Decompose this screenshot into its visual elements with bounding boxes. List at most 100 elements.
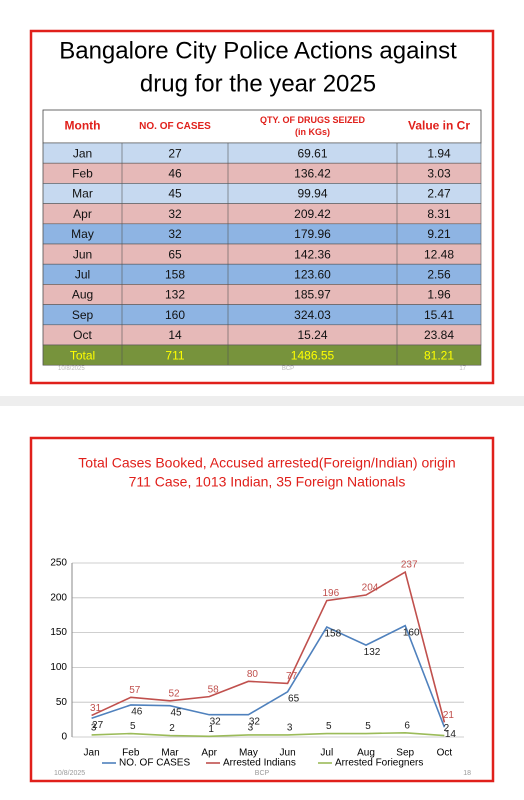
data-label: 65 <box>288 693 300 704</box>
data-label: 46 <box>131 707 143 718</box>
data-label: 5 <box>130 721 136 732</box>
table-row-cell: 45 <box>168 187 182 201</box>
data-label: 14 <box>445 729 457 740</box>
slide-footer: 10/8/2025 <box>54 770 85 777</box>
table-row-cell: 123.60 <box>294 267 331 281</box>
table-row-bg <box>42 263 482 285</box>
table-row-bg <box>42 243 482 265</box>
table-row-bg <box>42 324 482 346</box>
total-row-cell: Total <box>70 348 95 362</box>
table-row-cell: 179.96 <box>294 227 331 241</box>
data-label: 77 <box>286 671 298 682</box>
table-row-cell: 15.41 <box>424 308 454 322</box>
total-row-cell: 81.21 <box>424 348 454 362</box>
chart-title: Total Cases Booked, Accused arrested(For… <box>78 455 455 471</box>
table-row-cell: 23.84 <box>424 328 454 342</box>
column-header: Month <box>65 119 101 133</box>
data-label: 52 <box>168 688 180 699</box>
data-label: 2 <box>169 723 175 734</box>
table-row-cell: 142.36 <box>294 247 331 261</box>
table-row-cell: Oct <box>73 328 92 342</box>
table-header <box>42 109 482 144</box>
table-row-bg <box>42 162 482 184</box>
total-row-cell: 1486.55 <box>291 348 335 362</box>
table-row-cell: 209.42 <box>294 207 331 221</box>
table-row-cell: 160 <box>165 308 185 322</box>
table-row-cell: 99.94 <box>297 187 327 201</box>
table-row-cell: 136.42 <box>294 166 331 180</box>
table-row-cell: Apr <box>73 207 92 221</box>
table-row-cell: 324.03 <box>294 308 331 322</box>
x-tick-label: Mar <box>161 748 179 759</box>
table-row-cell: Mar <box>72 187 93 201</box>
column-header: Value in Cr <box>408 119 470 133</box>
data-label: 27 <box>92 720 104 731</box>
data-label: 158 <box>324 629 341 640</box>
slide-footer: BCP <box>255 770 270 777</box>
data-label: 80 <box>247 669 259 680</box>
data-label: 6 <box>404 720 410 731</box>
table-row-cell: Jul <box>75 267 90 281</box>
data-label: 237 <box>401 560 418 571</box>
legend-label: Arrested Indians <box>223 758 296 769</box>
data-label: 21 <box>443 710 455 721</box>
table-row-cell: 2.56 <box>427 267 451 281</box>
table-row-bg <box>42 304 482 326</box>
table-row-cell: 46 <box>168 166 182 180</box>
legend-label: NO. OF CASES <box>119 758 190 769</box>
y-tick-label: 50 <box>56 697 68 708</box>
table-row-bg <box>42 223 482 245</box>
y-tick-label: 0 <box>61 732 67 743</box>
data-label: 132 <box>364 647 381 658</box>
data-label: 5 <box>326 721 332 732</box>
x-tick-label: May <box>239 748 258 759</box>
y-tick-label: 200 <box>50 592 67 603</box>
data-label: 3 <box>91 723 97 734</box>
slide-frame <box>29 436 495 783</box>
chart-title: 711 Case, 1013 Indian, 35 Foreign Nation… <box>129 474 406 490</box>
table-row-cell: 69.61 <box>297 146 327 160</box>
table-row-cell: 8.31 <box>427 207 451 221</box>
series-line <box>91 570 446 723</box>
total-row-bg <box>42 344 482 366</box>
data-label: 32 <box>249 716 261 727</box>
x-tick-label: Sep <box>396 748 414 759</box>
data-label: 31 <box>90 703 102 714</box>
table-row-cell: 65 <box>168 247 182 261</box>
table-row-cell: 1.94 <box>427 146 451 160</box>
x-tick-label: Apr <box>201 748 217 759</box>
table-row-cell: 158 <box>165 267 185 281</box>
table-title: drug for the year 2025 <box>140 70 376 97</box>
table-title: Bangalore City Police Actions against <box>59 37 457 64</box>
table-row-cell: 2.47 <box>427 187 451 201</box>
table-row-cell: May <box>71 227 94 241</box>
x-tick-label: Aug <box>357 748 375 759</box>
x-tick-label: Oct <box>437 748 453 759</box>
column-header: (in KGs) <box>295 127 330 137</box>
slide-footer: BCP <box>282 366 294 372</box>
table-row-bg <box>42 142 482 164</box>
series-line <box>91 624 446 728</box>
table-row-cell: Feb <box>72 166 93 180</box>
column-header: QTY. OF DRUGS SEIZED <box>260 115 366 125</box>
data-label: 45 <box>170 707 182 718</box>
y-tick-label: 250 <box>50 558 67 569</box>
table-row-cell: 3.03 <box>427 166 451 180</box>
table-row-cell: 32 <box>168 207 182 221</box>
y-tick-label: 150 <box>50 627 67 638</box>
data-label: 196 <box>322 588 339 599</box>
data-label: 57 <box>129 685 141 696</box>
table-row-cell: 14 <box>168 328 182 342</box>
table-row-cell: 9.21 <box>427 227 451 241</box>
table-row-bg <box>42 284 482 305</box>
table-row-cell: 132 <box>165 288 185 302</box>
data-label: 204 <box>362 583 379 594</box>
table-row-cell: Jan <box>73 146 92 160</box>
table-row-cell: Aug <box>72 288 93 302</box>
data-label: 32 <box>210 716 222 727</box>
table-row-cell: 185.97 <box>294 288 331 302</box>
data-label: 1 <box>208 724 214 735</box>
data-label: 5 <box>365 721 371 732</box>
legend-label: Arrested Foriegners <box>335 758 423 769</box>
